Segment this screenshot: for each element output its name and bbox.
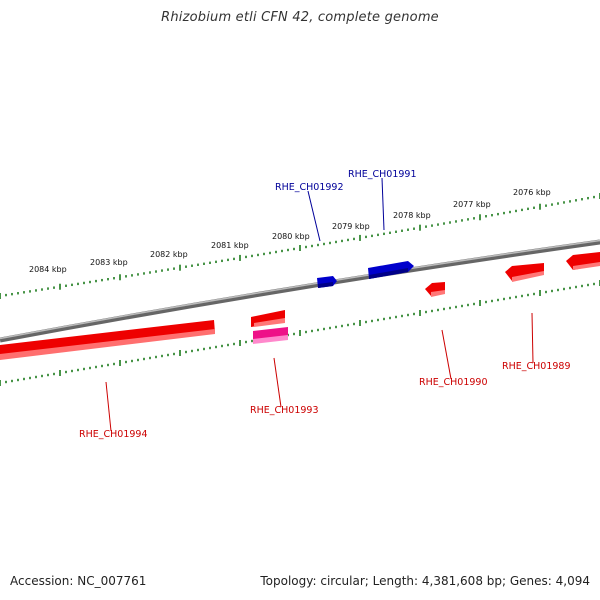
gene-rhe-ch01994[interactable] (0, 320, 215, 432)
scale-label-2084: 2084 kbp (29, 265, 67, 274)
gene-rhe-ch01991[interactable] (368, 177, 414, 279)
scale-label-2083: 2083 kbp (90, 258, 128, 267)
gene-rhe-ch01989[interactable] (505, 263, 544, 364)
scale-label-2079: 2079 kbp (332, 222, 370, 231)
gene-partial-right[interactable] (566, 252, 600, 270)
gene-label-rhe-ch01992[interactable]: RHE_CH01992 (275, 182, 344, 193)
gene-rhe-ch01992[interactable] (307, 190, 337, 288)
gene-label-rhe-ch01989[interactable]: RHE_CH01989 (502, 361, 571, 372)
scale-label-2076: 2076 kbp (513, 188, 551, 197)
gene-label-rhe-ch01993[interactable]: RHE_CH01993 (250, 405, 319, 416)
gene-label-rhe-ch01994[interactable]: RHE_CH01994 (79, 429, 148, 440)
scale-label-2080: 2080 kbp (272, 232, 310, 241)
gene-rhe-ch01990[interactable] (425, 282, 452, 380)
gene-label-rhe-ch01991[interactable]: RHE_CH01991 (348, 169, 417, 180)
scale-labels: 2084 kbp 2083 kbp 2082 kbp 2081 kbp 2080… (29, 188, 551, 274)
scale-label-2077: 2077 kbp (453, 200, 491, 209)
accession-text: Accession: NC_007761 (10, 574, 147, 588)
scale-label-2081: 2081 kbp (211, 241, 249, 250)
scale-label-2078: 2078 kbp (393, 211, 431, 220)
map-title: Rhizobium etli CFN 42, complete genome (161, 10, 439, 25)
topology-summary: Topology: circular; Length: 4,381,608 bp… (260, 574, 590, 588)
gene-rhe-ch01993[interactable] (253, 327, 288, 408)
forward-scale-ticks (0, 193, 600, 299)
scale-label-2082: 2082 kbp (150, 250, 188, 259)
gene-label-rhe-ch01990[interactable]: RHE_CH01990 (419, 377, 488, 388)
gene-rhe-ch01993-a[interactable] (251, 310, 285, 327)
genome-backbone (0, 239, 600, 343)
